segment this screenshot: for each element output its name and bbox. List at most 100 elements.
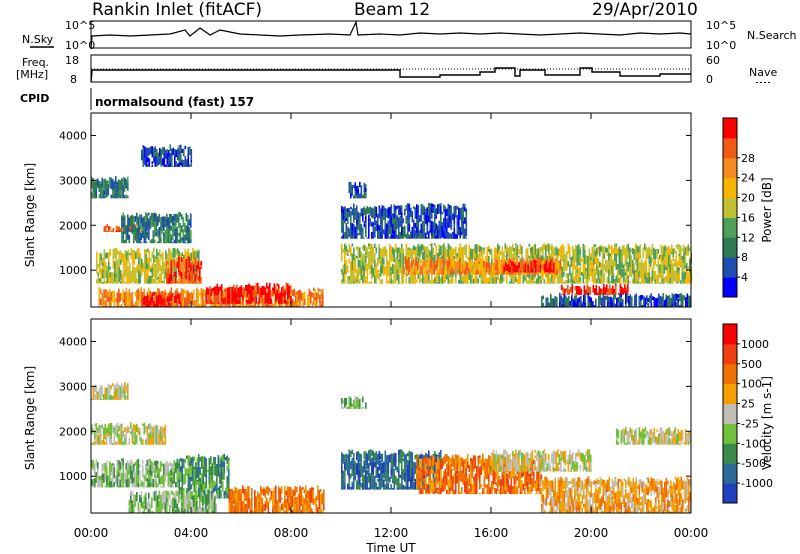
velocity-colorbar-tick-5: -100 bbox=[741, 437, 766, 450]
velocity-echo-region-9 bbox=[541, 476, 692, 513]
freq-label-2: [MHz] bbox=[16, 68, 48, 81]
velocity-colorbar-frame bbox=[722, 323, 738, 504]
velocity-colorbar: 1000 500 100 25 -25 -100 -500 -1000 bbox=[722, 323, 773, 504]
power-colorbar-label: Power [dB] bbox=[760, 177, 774, 242]
x-tick-5: 20:00 bbox=[574, 526, 609, 540]
velocity-y-tick-2: 3000 bbox=[59, 380, 87, 393]
power-echo-region-14 bbox=[341, 202, 468, 239]
beam-title: Beam 12 bbox=[354, 0, 431, 20]
x-tick-2: 08:00 bbox=[274, 526, 309, 540]
velocity-colorbar-tick-6: -500 bbox=[741, 457, 766, 470]
power-y-tick-2: 3000 bbox=[59, 174, 87, 187]
velocity-colorbar-band-2 bbox=[723, 443, 737, 464]
x-tick-6: 00:00 bbox=[674, 526, 709, 540]
power-colorbar-tick-3: 16 bbox=[741, 211, 755, 224]
velocity-colorbar-band-7 bbox=[723, 343, 737, 365]
velocity-colorbar-tick-0: 1000 bbox=[741, 338, 769, 351]
velocity-y-tick-3: 4000 bbox=[59, 335, 87, 348]
velocity-echo-region-0 bbox=[91, 382, 129, 400]
noise-tick-bottom-right: 10^0 bbox=[706, 39, 736, 52]
nsearch-label: N.Search bbox=[747, 29, 797, 42]
station-title: Rankin Inlet (fitACF) bbox=[92, 0, 263, 20]
power-y-tick-3: 4000 bbox=[59, 129, 87, 142]
power-echo-region-7 bbox=[121, 211, 192, 244]
power-colorbar-band-1 bbox=[723, 257, 737, 278]
velocity-colorbar-band-3 bbox=[723, 423, 737, 444]
velocity-colorbar-tick-2: 100 bbox=[741, 378, 762, 391]
velocity-colorbar-band-4 bbox=[723, 403, 737, 424]
power-colorbar-band-6 bbox=[723, 157, 737, 179]
noise-tick-bottom-left: 10^0 bbox=[65, 39, 95, 52]
nsky-label: N.Sky bbox=[22, 33, 54, 46]
velocity-echo-region-4 bbox=[128, 489, 218, 513]
velocity-colorbar-tick-7: -1000 bbox=[741, 477, 773, 490]
nsky-line bbox=[90, 19, 692, 49]
power-echo-region-2 bbox=[206, 282, 292, 304]
noise-tick-top-right: 10^5 bbox=[706, 19, 736, 32]
noise-panel: N.Sky 10^5 10^0 10^5 10^0 N.Search bbox=[22, 19, 797, 52]
power-colorbar-tick-4: 20 bbox=[741, 192, 755, 205]
x-tick-4: 16:00 bbox=[474, 526, 509, 540]
power-colorbar-band-4 bbox=[723, 197, 737, 218]
power-y-tick-0: 1000 bbox=[59, 264, 87, 277]
power-echo-region-1 bbox=[141, 291, 182, 307]
power-colorbar-band-0 bbox=[723, 277, 737, 298]
freq-tick-top: 18 bbox=[65, 54, 79, 67]
velocity-colorbar-band-5 bbox=[723, 383, 737, 405]
cpid-label: CPID bbox=[20, 92, 49, 105]
velocity-echo-region-5 bbox=[228, 485, 325, 513]
power-panel: 1000 2000 3000 4000 bbox=[59, 112, 693, 308]
nave-tick-bottom: 0 bbox=[706, 73, 713, 86]
velocity-y-tick-1: 2000 bbox=[59, 425, 87, 438]
power-y-axis-label: Slant Range [km] bbox=[23, 163, 37, 267]
power-colorbar-band-5 bbox=[723, 177, 737, 199]
power-colorbar-frame bbox=[722, 117, 738, 298]
freq-tick-bottom: 8 bbox=[70, 73, 77, 86]
power-colorbar-tick-2: 12 bbox=[741, 231, 755, 244]
x-axis-label: Time UT bbox=[365, 541, 416, 554]
power-colorbar-tick-5: 24 bbox=[741, 172, 755, 185]
power-colorbar-band-3 bbox=[723, 217, 737, 238]
power-echo-region-8 bbox=[141, 144, 193, 167]
nave-label: Nave bbox=[749, 66, 777, 79]
power-colorbar-band-7 bbox=[723, 137, 737, 159]
velocity-colorbar-band-8 bbox=[723, 324, 737, 345]
power-echo-region-6 bbox=[91, 176, 129, 199]
velocity-panel: 1000 2000 3000 4000 bbox=[59, 318, 692, 514]
velocity-echo-region-2 bbox=[91, 458, 180, 488]
frequency-panel: Freq. [MHz] 18 8 60 0 Nave bbox=[16, 54, 777, 86]
velocity-colorbar-tick-1: 500 bbox=[741, 358, 762, 371]
velocity-colorbar-tick-3: 25 bbox=[741, 398, 755, 411]
noise-tick-top-left: 10^5 bbox=[65, 19, 95, 32]
x-axis-ticks: 00:00 04:00 08:00 12:00 16:00 20:00 00:00 bbox=[74, 526, 709, 540]
velocity-y-tick-0: 1000 bbox=[59, 470, 87, 483]
velocity-colorbar-tick-4: -25 bbox=[741, 417, 759, 430]
power-echo-region-4 bbox=[166, 256, 203, 284]
velocity-echo-region-11 bbox=[341, 396, 367, 409]
power-colorbar: 4 8 12 16 20 24 28 bbox=[722, 117, 755, 298]
freq-label-1: Freq. bbox=[22, 56, 49, 69]
power-echo-region-15 bbox=[348, 181, 367, 199]
velocity-colorbar-label: Velocity [m s-1] bbox=[760, 376, 774, 470]
velocity-echo-region-10 bbox=[616, 426, 692, 445]
velocity-echo-region-1 bbox=[91, 422, 167, 445]
power-echo-region-11 bbox=[503, 259, 555, 273]
power-echo-region-13 bbox=[541, 292, 692, 307]
nave-tick-top: 60 bbox=[706, 54, 720, 67]
power-echo-region-12 bbox=[561, 283, 629, 295]
date-title: 29/Apr/2010 bbox=[592, 0, 698, 20]
x-tick-1: 04:00 bbox=[174, 526, 209, 540]
power-colorbar-band-2 bbox=[723, 237, 737, 258]
velocity-colorbar-band-6 bbox=[723, 363, 737, 385]
velocity-echo-region-8 bbox=[491, 449, 592, 472]
velocity-colorbar-band-1 bbox=[723, 463, 737, 484]
freq-line bbox=[90, 67, 691, 83]
power-colorbar-band-8 bbox=[723, 118, 737, 139]
velocity-y-axis-label: Slant Range [km] bbox=[23, 366, 37, 470]
cpid-text: normalsound (fast) 157 bbox=[95, 95, 254, 109]
x-tick-0: 00:00 bbox=[74, 526, 109, 540]
power-colorbar-tick-1: 8 bbox=[741, 251, 748, 264]
power-colorbar-tick-0: 4 bbox=[741, 271, 748, 284]
x-tick-3: 12:00 bbox=[374, 526, 409, 540]
